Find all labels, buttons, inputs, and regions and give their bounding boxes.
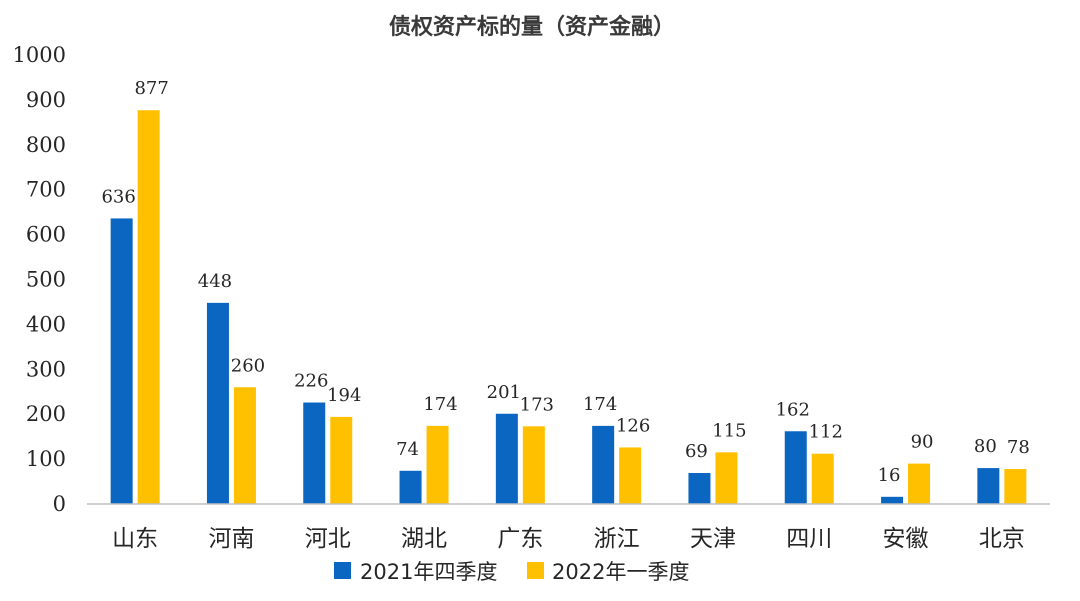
x-category-label: 天津 bbox=[690, 526, 736, 552]
bar-series1 bbox=[110, 218, 133, 504]
data-label: 80 bbox=[974, 436, 997, 457]
bar-series2 bbox=[426, 425, 449, 504]
y-tick-label: 600 bbox=[26, 223, 66, 247]
data-label: 112 bbox=[809, 422, 843, 443]
bar-series2 bbox=[137, 110, 160, 505]
legend-swatch bbox=[527, 562, 544, 579]
bar-series1 bbox=[399, 470, 422, 504]
data-label: 162 bbox=[776, 399, 810, 420]
x-category-label: 四川 bbox=[786, 526, 832, 552]
bar-series1 bbox=[206, 302, 229, 504]
bar-series2 bbox=[811, 453, 834, 504]
y-tick-label: 0 bbox=[53, 492, 66, 516]
data-label: 115 bbox=[712, 420, 746, 441]
x-category-label: 安徽 bbox=[883, 526, 929, 552]
bar-series2 bbox=[715, 452, 738, 504]
x-category-label: 山东 bbox=[112, 526, 158, 552]
bar-series1 bbox=[303, 402, 326, 504]
y-tick-label: 1000 bbox=[13, 43, 66, 67]
x-category-label: 湖北 bbox=[401, 526, 447, 552]
data-label: 126 bbox=[616, 415, 650, 436]
data-label: 90 bbox=[911, 432, 934, 453]
data-label: 69 bbox=[685, 441, 708, 462]
data-label: 194 bbox=[327, 385, 361, 406]
y-tick-label: 200 bbox=[26, 402, 66, 426]
data-label: 78 bbox=[1007, 437, 1030, 458]
data-label: 260 bbox=[231, 355, 265, 376]
bar-series2 bbox=[1004, 468, 1027, 504]
bar-series2 bbox=[522, 426, 545, 504]
bar-series1 bbox=[977, 468, 1000, 504]
legend-label: 2021年四季度 bbox=[360, 560, 497, 584]
x-category-label: 河北 bbox=[305, 526, 351, 552]
bar-series2 bbox=[330, 416, 353, 504]
x-category-label: 河南 bbox=[208, 526, 254, 552]
x-category-label: 浙江 bbox=[594, 526, 640, 552]
data-label: 636 bbox=[101, 186, 135, 207]
x-category-label: 北京 bbox=[979, 526, 1025, 552]
y-tick-label: 700 bbox=[26, 178, 66, 202]
bar-series2 bbox=[908, 463, 931, 504]
data-label: 877 bbox=[134, 78, 168, 99]
y-tick-label: 300 bbox=[26, 357, 66, 381]
bar-series2 bbox=[619, 447, 642, 504]
y-tick-label: 800 bbox=[26, 133, 66, 157]
data-label: 16 bbox=[878, 465, 901, 486]
chart-title: 债权资产标的量（资产金融） bbox=[389, 14, 675, 40]
legend-label: 2022年一季度 bbox=[552, 560, 689, 584]
x-category-label: 广东 bbox=[497, 526, 543, 552]
x-axis: 山东 河南 河北 湖北 广东 浙江 天津 四川 安徽 北京 bbox=[112, 526, 1025, 552]
y-tick-label: 400 bbox=[26, 312, 66, 336]
bar-series2 bbox=[233, 387, 256, 504]
bar-series1 bbox=[881, 496, 904, 504]
data-label: 174 bbox=[583, 394, 617, 415]
bar-series1 bbox=[784, 431, 807, 504]
y-tick-label: 900 bbox=[26, 88, 66, 112]
bar-series1 bbox=[495, 413, 518, 504]
y-axis: 0 100 200 300 400 500 600 700 800 900 1000 bbox=[13, 43, 66, 516]
legend-swatch bbox=[334, 562, 351, 579]
data-label: 174 bbox=[423, 394, 457, 415]
bars bbox=[110, 110, 1027, 505]
y-tick-label: 500 bbox=[26, 268, 66, 292]
data-label: 448 bbox=[198, 271, 232, 292]
legend: 2021年四季度 2022年一季度 bbox=[334, 560, 689, 584]
bar-series1 bbox=[688, 473, 711, 504]
y-tick-label: 100 bbox=[26, 447, 66, 471]
data-label: 173 bbox=[520, 394, 554, 415]
data-label: 201 bbox=[487, 382, 521, 403]
data-label: 74 bbox=[396, 439, 419, 460]
bar-series1 bbox=[592, 425, 615, 504]
data-label: 226 bbox=[294, 371, 328, 392]
